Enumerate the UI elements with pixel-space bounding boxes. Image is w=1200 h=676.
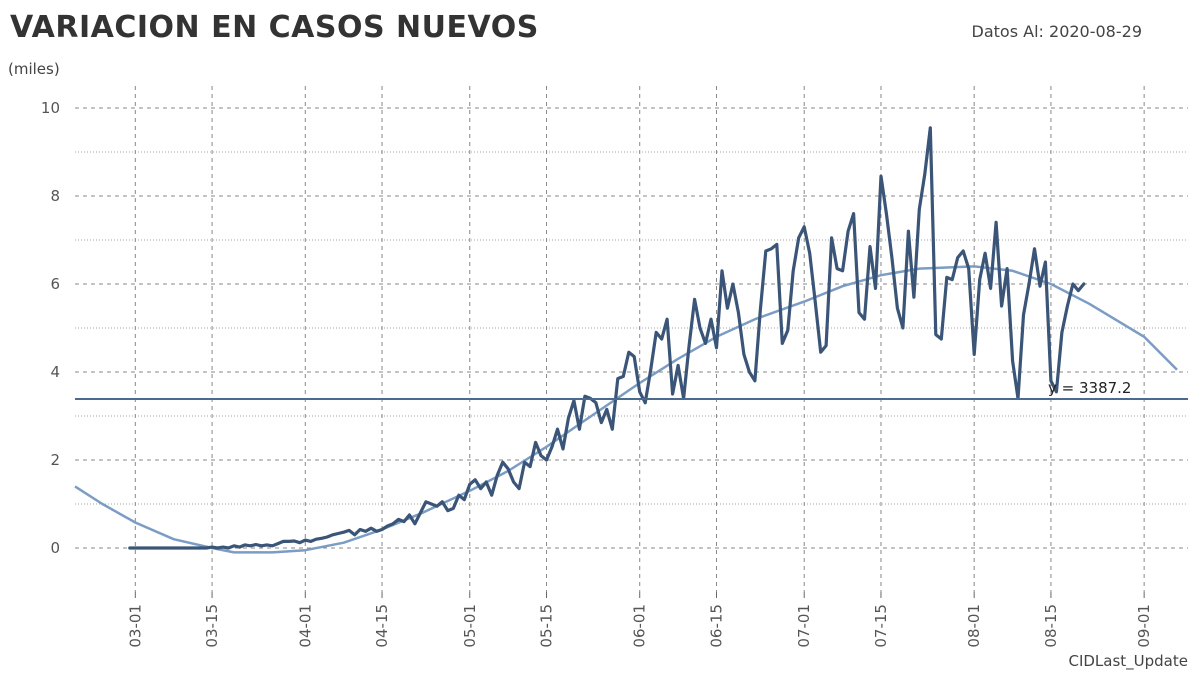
series-lines (128, 126, 1086, 550)
y-tick-label: 4 (50, 363, 60, 381)
grid-lines (75, 86, 1188, 592)
y-tick-label: 0 (50, 539, 60, 557)
x-tick-label: 04-15 (373, 604, 391, 648)
mean-line: y = 3387.2 (75, 379, 1188, 400)
x-tick-label: 08-15 (1042, 604, 1060, 648)
trend-line (74, 265, 1178, 554)
x-tick-label: 06-01 (631, 604, 649, 648)
y-tick-label: 8 (50, 187, 60, 205)
chart-title: VARIACION EN CASOS NUEVOS (10, 10, 539, 45)
series-line (128, 126, 1086, 550)
y-axis-label: (miles) (8, 60, 60, 78)
x-tick-label: 04-01 (296, 604, 314, 648)
data-date-label: Datos Al: 2020-08-29 (971, 22, 1142, 41)
x-tick-label: 09-01 (1135, 604, 1153, 648)
y-axis-ticks: 0 2 4 6 8 10 (41, 99, 60, 557)
footer-caption: CIDLast_Update (1068, 652, 1188, 670)
x-axis-ticks: 03-01 03-15 04-01 04-15 05-01 05-15 06-01 06-15… (126, 592, 1153, 648)
x-tick-label: 06-15 (707, 604, 725, 648)
trend-curve (74, 265, 1178, 554)
y-tick-label: 10 (41, 99, 60, 117)
x-tick-label: 07-01 (795, 604, 813, 648)
y-tick-label: 2 (50, 451, 60, 469)
x-tick-label: 05-01 (461, 604, 479, 648)
x-tick-label: 03-01 (126, 604, 144, 648)
y-tick-label: 6 (50, 275, 60, 293)
x-tick-label: 07-15 (872, 604, 890, 648)
x-tick-label: 03-15 (203, 604, 221, 648)
x-tick-label: 05-15 (538, 604, 556, 648)
x-tick-label: 08-01 (965, 604, 983, 648)
mean-line-label: y = 3387.2 (1048, 379, 1131, 397)
